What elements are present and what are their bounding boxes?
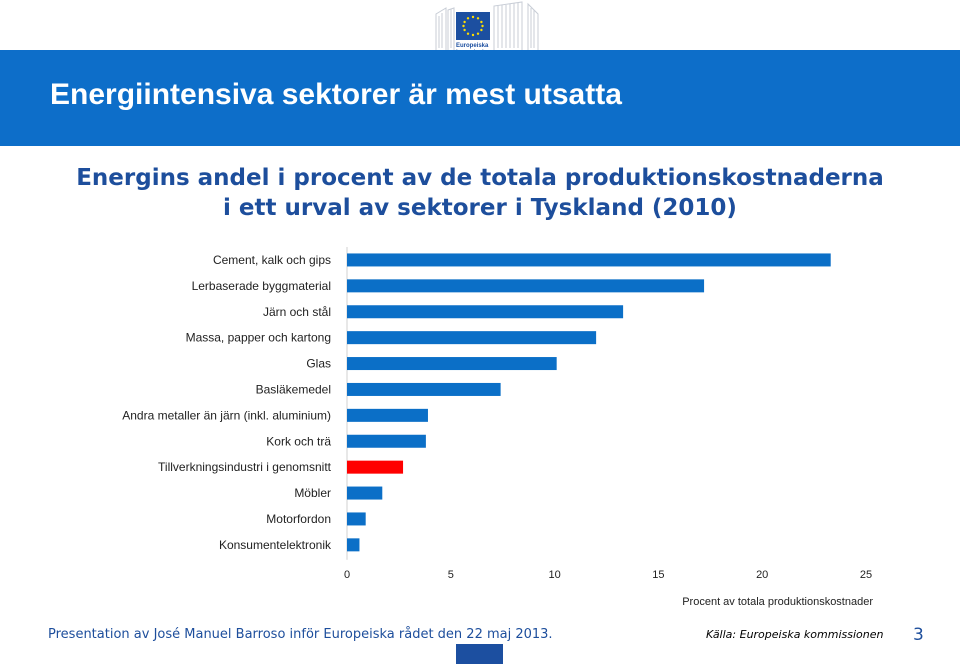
footer-source: Källa: Europeiska kommissionen	[706, 628, 884, 641]
title-band: Energiintensiva sektorer är mest utsatta	[0, 50, 960, 146]
x-tick-label: 10	[548, 569, 560, 581]
category-label: Motorfordon	[266, 512, 331, 526]
page-number: 3	[913, 625, 924, 645]
bar	[347, 512, 366, 526]
category-label: Konsumentelektronik	[219, 538, 332, 552]
bottom-tab-decoration	[456, 644, 503, 664]
subtitle-line1: Energins andel i procent av de totala pr…	[76, 165, 884, 191]
category-label: Glas	[306, 357, 331, 371]
category-label: Järn och stål	[263, 305, 331, 319]
category-label: Andra metaller än järn (inkl. aluminium)	[122, 408, 331, 422]
chart-subtitle: Energins andel i procent av de totala pr…	[40, 163, 920, 223]
category-label: Möbler	[294, 486, 331, 500]
category-label: Lerbaserade byggmaterial	[192, 279, 331, 293]
x-tick-label: 5	[448, 569, 454, 581]
footer-presentation-note: Presentation av José Manuel Barroso infö…	[48, 627, 553, 642]
bar	[347, 434, 426, 448]
category-label: Massa, papper och kartong	[186, 331, 331, 345]
x-tick-label: 0	[344, 569, 350, 581]
bar	[347, 486, 383, 500]
eu-commission-logo: Europeiska kommissionen	[434, 0, 540, 72]
category-label: Cement, kalk och gips	[213, 253, 331, 267]
x-tick-label: 20	[756, 569, 768, 581]
bar	[347, 279, 705, 293]
bar	[347, 408, 428, 422]
subtitle-line2: i ett urval av sektorer i Tyskland (2010…	[223, 195, 737, 221]
x-tick-label: 15	[652, 569, 664, 581]
x-axis-label: Procent av totala produktionskostnader	[682, 596, 873, 608]
category-label: Tillverkningsindustri i genomsnitt	[158, 460, 332, 474]
x-tick-label: 25	[860, 569, 872, 581]
category-label: Kork och trä	[266, 434, 331, 448]
category-label: Basläkemedel	[256, 382, 331, 396]
bar	[347, 253, 831, 267]
bar	[347, 357, 557, 371]
building-icon	[435, 1, 539, 50]
logo-line1: Europeiska	[456, 43, 489, 49]
bar	[347, 460, 404, 474]
bar	[347, 331, 597, 345]
bar	[347, 382, 501, 396]
page-title: Energiintensiva sektorer är mest utsatta	[50, 78, 622, 111]
bar	[347, 305, 624, 319]
bar	[347, 538, 360, 552]
